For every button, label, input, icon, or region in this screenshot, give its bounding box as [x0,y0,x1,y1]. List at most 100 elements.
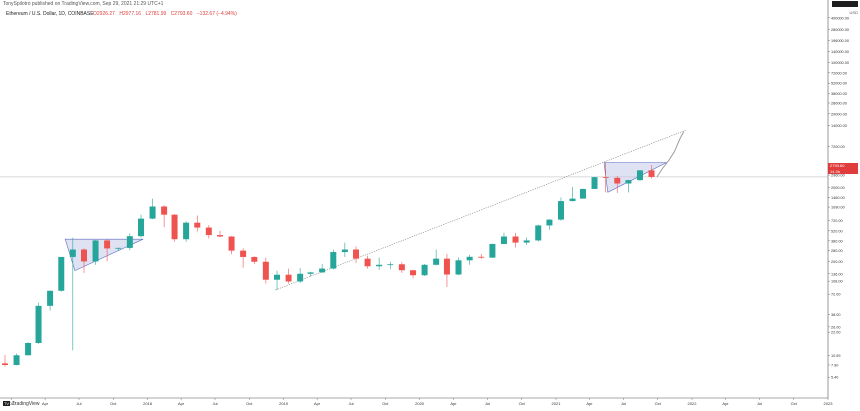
time-tick-label: Jul [212,401,217,406]
ohlc-high: H2977.16 [119,11,142,17]
candle-body [364,258,371,267]
ohlc-change: −132.67 (−4.94%) [196,11,237,17]
price-tick-label: 10.59 [831,354,841,358]
candle-body [648,170,655,177]
time-tick-label: Oct [382,401,389,406]
price-tick-label: 280000.00 [831,28,849,32]
candle-body [35,305,42,343]
time-tick-label: Apr [450,401,457,406]
time-tick-label: Oct [246,401,253,406]
price-tick-label: 196000.00 [831,39,849,43]
price-scale[interactable]: 5.40 7.90 10.59 22.00 26.00 38.00 72.00 108.00 1… [828,16,849,380]
time-tick-label: 2018 [143,401,153,406]
price-tick-label: 140000.00 [831,50,849,54]
time-tick-label: 2020 [415,401,425,406]
candle-body [285,274,292,282]
price-tick-label: 72000.00 [831,71,847,75]
candle-body [274,274,281,280]
price-tick-label: 7.90 [831,363,838,367]
chart-annotations [64,129,686,291]
price-tick-label: 720.00 [831,219,843,223]
time-tick-label: Apr [42,401,49,406]
candle-body [92,240,99,262]
candle-body [330,252,337,269]
price-tick-label: 38.00 [831,313,841,317]
price-tick-label: 380.00 [831,239,843,243]
candle-body [569,198,576,202]
candle-body [410,270,417,276]
projection-series [656,131,685,178]
ohlc-low: L2781.99 [145,11,167,17]
candle-body [138,218,145,237]
price-tick-label: 136.00 [831,272,843,276]
candle-body [161,206,168,215]
price-tick-label: 52000.00 [831,82,847,86]
time-tick-label: Oct [655,401,662,406]
published-by-text: TonySpilotro published on TradingView.co… [3,1,164,7]
price-tick-label: 22.00 [831,331,841,335]
tradingview-logo-icon: TV [3,401,10,407]
candle-body [58,256,65,291]
candle-body [602,177,609,178]
tradingview-logo: TV TradingView [3,401,40,407]
projected-price-path [656,131,685,178]
candle-body [466,256,473,261]
candle-body [625,180,632,184]
currency-label: USD [849,10,858,15]
candle-body [398,264,405,271]
price-tick-label: 38000.00 [831,92,847,96]
time-tick-label: Jul [757,401,762,406]
candle-body [319,268,326,273]
candle-body [240,250,247,257]
time-tick-label: Apr [178,401,185,406]
price-tick-label: 100000.00 [831,61,849,65]
price-tick-label: 72.00 [831,293,841,297]
candle-body [614,177,621,184]
price-tick-label: 7200.00 [831,145,845,149]
time-tick-label: Jul [485,401,490,406]
time-tick-label: 2023 [824,401,834,406]
ascending-triangle-pattern [603,162,667,193]
candle-body [557,201,564,220]
ohlc-open: O2926.27 [93,11,115,17]
candle-body [228,236,235,251]
price-tick-label: 1460.00 [831,196,845,200]
price-tick-label: 1090.00 [831,206,845,210]
time-tick-label: 2019 [279,401,289,406]
price-tick-label: 28000.00 [831,102,847,106]
countdown-label: 14.3h [828,169,858,174]
ohlc-close: C2793.60 [170,11,193,17]
candle-body [489,243,496,258]
candle-body [115,247,122,249]
candle-body [25,342,32,356]
tradingview-logo-text: TradingView [12,401,40,407]
candle-body [194,222,201,228]
time-tick-label: Jul [621,401,626,406]
candle-body [353,249,360,259]
candle-body [579,188,586,199]
price-tick-label: 400000.00 [831,16,849,20]
candle-body [535,225,542,241]
trendline [275,129,686,291]
ohlc-readout: O2926.27 H2977.16 L2781.99 C2793.60 −132… [93,11,240,17]
candle-body [69,249,76,257]
time-tick-label: 2017 [7,401,17,406]
candle-body [13,355,20,365]
candle-body [2,363,8,365]
candle-body [47,290,54,306]
candle-body [126,236,133,248]
candle-body [421,264,428,276]
time-tick-label: 2021 [552,401,562,406]
candle-body [80,249,87,262]
candle-body [523,240,530,243]
candle-body [443,258,450,275]
time-tick-label: Apr [722,401,729,406]
candle-body [251,256,258,262]
price-tick-label: 20000.00 [831,112,847,116]
time-scale[interactable]: 2017 Apr Jul Oct 2018 Apr Jul Oct 2019 Apr Jul Oct 2… [7,398,833,406]
chart-axes [0,0,829,399]
time-tick-label: Oct [791,401,798,406]
candle-body [104,240,111,249]
price-tick-label: 200.00 [831,260,843,264]
